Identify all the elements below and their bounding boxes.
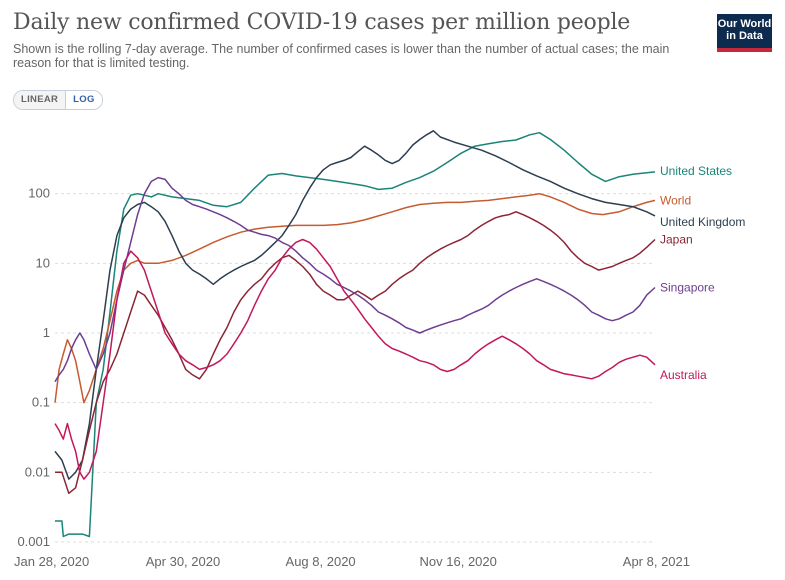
series-label-united-states: United States <box>660 164 732 178</box>
x-tick-label: Apr 8, 2021 <box>623 554 690 569</box>
series-label-singapore: Singapore <box>660 280 715 294</box>
log-scale-button[interactable]: LOG <box>66 91 102 109</box>
series-line-world <box>54 192 656 404</box>
y-tick-label: 1 <box>43 325 50 340</box>
y-axis: 0.001 0.01 0.1 1 10 100 <box>17 186 50 549</box>
x-tick-label: Nov 16, 2020 <box>420 554 497 569</box>
y-tick-label: 10 <box>36 255 50 270</box>
series-lines <box>54 130 656 538</box>
chart-title: Daily new confirmed COVID-19 cases per m… <box>13 10 631 35</box>
gridlines <box>55 193 655 543</box>
linear-scale-button[interactable]: LINEAR <box>14 91 67 109</box>
x-tick-label: Jan 28, 2020 <box>14 554 89 569</box>
x-axis: Jan 28, 2020 Apr 30, 2020 Aug 8, 2020 Nov 1… <box>14 554 690 569</box>
series-line-united-kingdom <box>54 130 656 480</box>
x-tick-label: Apr 30, 2020 <box>146 554 220 569</box>
series-label-australia: Australia <box>660 368 707 382</box>
series-line-australia <box>54 238 656 480</box>
series-label-united-kingdom: United Kingdom <box>660 215 745 229</box>
y-tick-label: 0.1 <box>32 395 50 410</box>
series-line-japan <box>55 211 656 495</box>
owid-logo[interactable]: Our World in Data <box>717 14 772 52</box>
logo-line-1: Our World <box>717 18 772 30</box>
y-tick-label: 0.001 <box>17 534 50 549</box>
y-tick-label: 100 <box>28 186 50 201</box>
series-labels: United States World United Kingdom Japan Sin… <box>660 164 745 382</box>
series-line-singapore <box>54 176 656 383</box>
logo-line-2: in Data <box>726 30 763 42</box>
series-label-world: World <box>660 193 691 207</box>
chart-subtitle: Shown is the rolling 7-day average. The … <box>13 42 670 70</box>
x-tick-label: Aug 8, 2020 <box>286 554 356 569</box>
series-line-united-states <box>55 131 656 538</box>
y-tick-label: 0.01 <box>25 464 50 479</box>
scale-toggle: LINEAR LOG <box>13 90 103 110</box>
series-label-japan: Japan <box>660 232 693 246</box>
